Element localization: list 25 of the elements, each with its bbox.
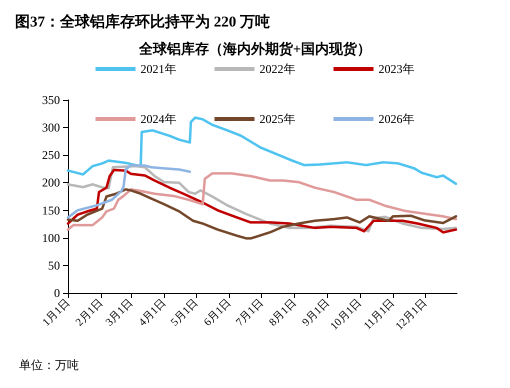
y-tick-label: 100 xyxy=(42,230,60,245)
y-tick-label: 350 xyxy=(42,93,60,107)
x-tick-label: 3月1日 xyxy=(103,296,136,329)
line-series xyxy=(66,164,192,219)
y-tick-label: 150 xyxy=(42,203,60,218)
y-tick-label: 250 xyxy=(42,148,60,162)
y-tick-label: 50 xyxy=(48,258,60,272)
x-tick-label: 7月1日 xyxy=(234,296,266,329)
x-tick-label: 5月1日 xyxy=(168,296,200,329)
legend-label: 2025年 xyxy=(260,112,296,126)
x-tick-label: 8月1日 xyxy=(266,296,299,329)
y-tick-label: 200 xyxy=(42,176,60,190)
legend-label: 2026年 xyxy=(378,112,414,126)
x-tick-label: 6月1日 xyxy=(202,296,234,329)
x-tick-label: 2月1日 xyxy=(74,296,106,329)
chart-subtitle: 全球铝库存（海内外期货+国内现货） xyxy=(138,40,371,58)
legend-label: 2021年 xyxy=(140,62,176,76)
line-series xyxy=(66,188,458,240)
legend-label: 2023年 xyxy=(378,62,414,76)
legend-label: 2022年 xyxy=(260,62,296,76)
y-tick-label: 300 xyxy=(42,120,60,135)
x-tick-label: 4月1日 xyxy=(136,296,168,329)
legend-label: 2024年 xyxy=(140,112,176,126)
text: 单位：万吨 xyxy=(19,358,79,372)
chart-title: 图37：全球铝库存环比持平为 220 万吨 xyxy=(15,12,270,30)
